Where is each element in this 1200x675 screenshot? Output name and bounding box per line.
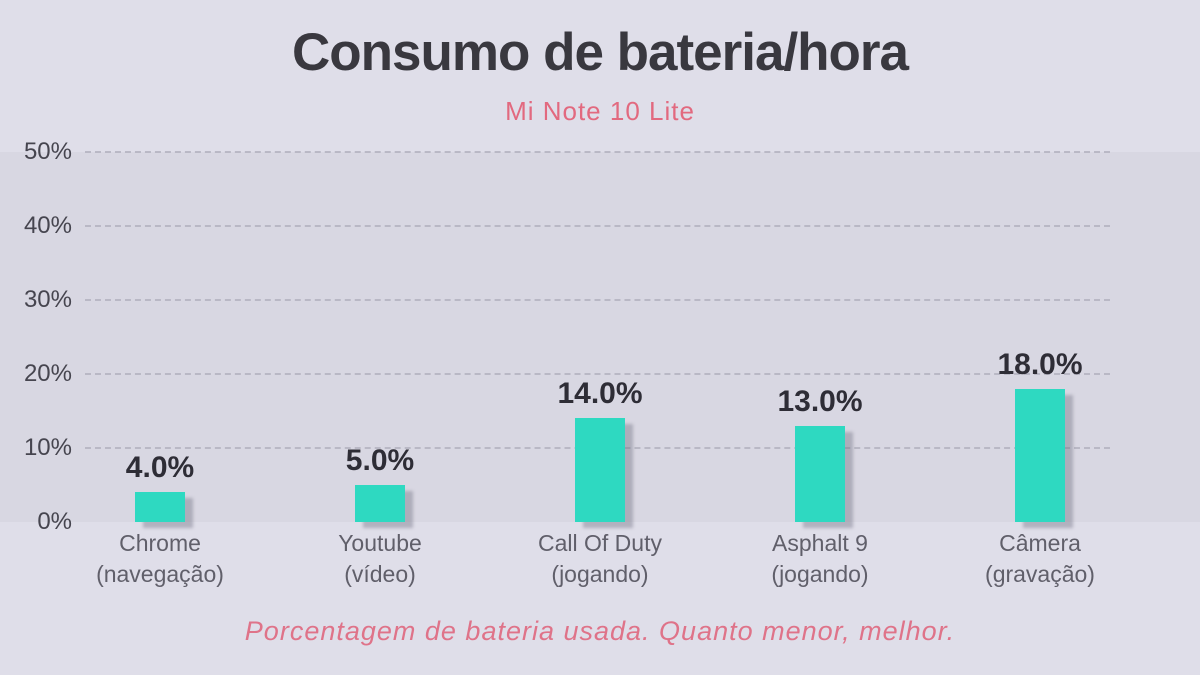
gridline-30 [85,299,1110,301]
bar-2 [575,418,625,522]
category-label-1: Youtube (vídeo) [270,528,490,590]
gridline-40 [85,225,1110,227]
gridline-20 [85,373,1110,375]
y-axis-tick-20: 20% [23,360,72,387]
y-axis-tick-40: 40% [23,212,72,239]
category-label-line1: Câmera [999,530,1081,556]
bar-0 [135,492,185,522]
category-label-4: Câmera (gravação) [930,528,1150,590]
category-label-line1: Call Of Duty [538,530,662,556]
chart-subtitle: Mi Note 10 Lite [505,96,695,126]
bar-4 [1015,388,1065,522]
y-axis-tick-30: 30% [23,286,72,313]
category-label-line2: (navegação) [96,561,224,587]
y-axis-tick-0: 0% [37,508,72,535]
category-label-0: Chrome (navegação) [50,528,270,590]
y-axis-tick-50: 50% [23,138,72,165]
category-label-line2: (jogando) [551,561,649,587]
category-label-line1: Asphalt 9 [772,530,868,556]
value-label-1: 5.0% [345,444,415,477]
category-label-2: Call Of Duty (jogando) [490,528,710,590]
category-label-line1: Chrome [119,530,201,556]
value-label-3: 13.0% [777,384,863,418]
value-label-0: 4.0% [125,451,195,485]
category-label-line1: Youtube [338,530,422,556]
value-label-2: 14.0% [557,377,643,411]
value-label-4: 18.0% [997,347,1083,381]
bar-1 [355,485,405,522]
y-axis-tick-10: 10% [23,434,72,461]
chart-caption: Porcentagem de bateria usada. Quanto men… [244,616,956,646]
category-label-line2: (vídeo) [344,561,416,587]
category-label-line2: (jogando) [771,561,869,587]
gridline-50 [85,151,1110,153]
chart-title: Consumo de bateria/hora [291,23,909,82]
category-label-3: Asphalt 9 (jogando) [710,528,930,590]
category-label-line2: (gravação) [985,561,1095,587]
bar-3 [795,425,845,522]
